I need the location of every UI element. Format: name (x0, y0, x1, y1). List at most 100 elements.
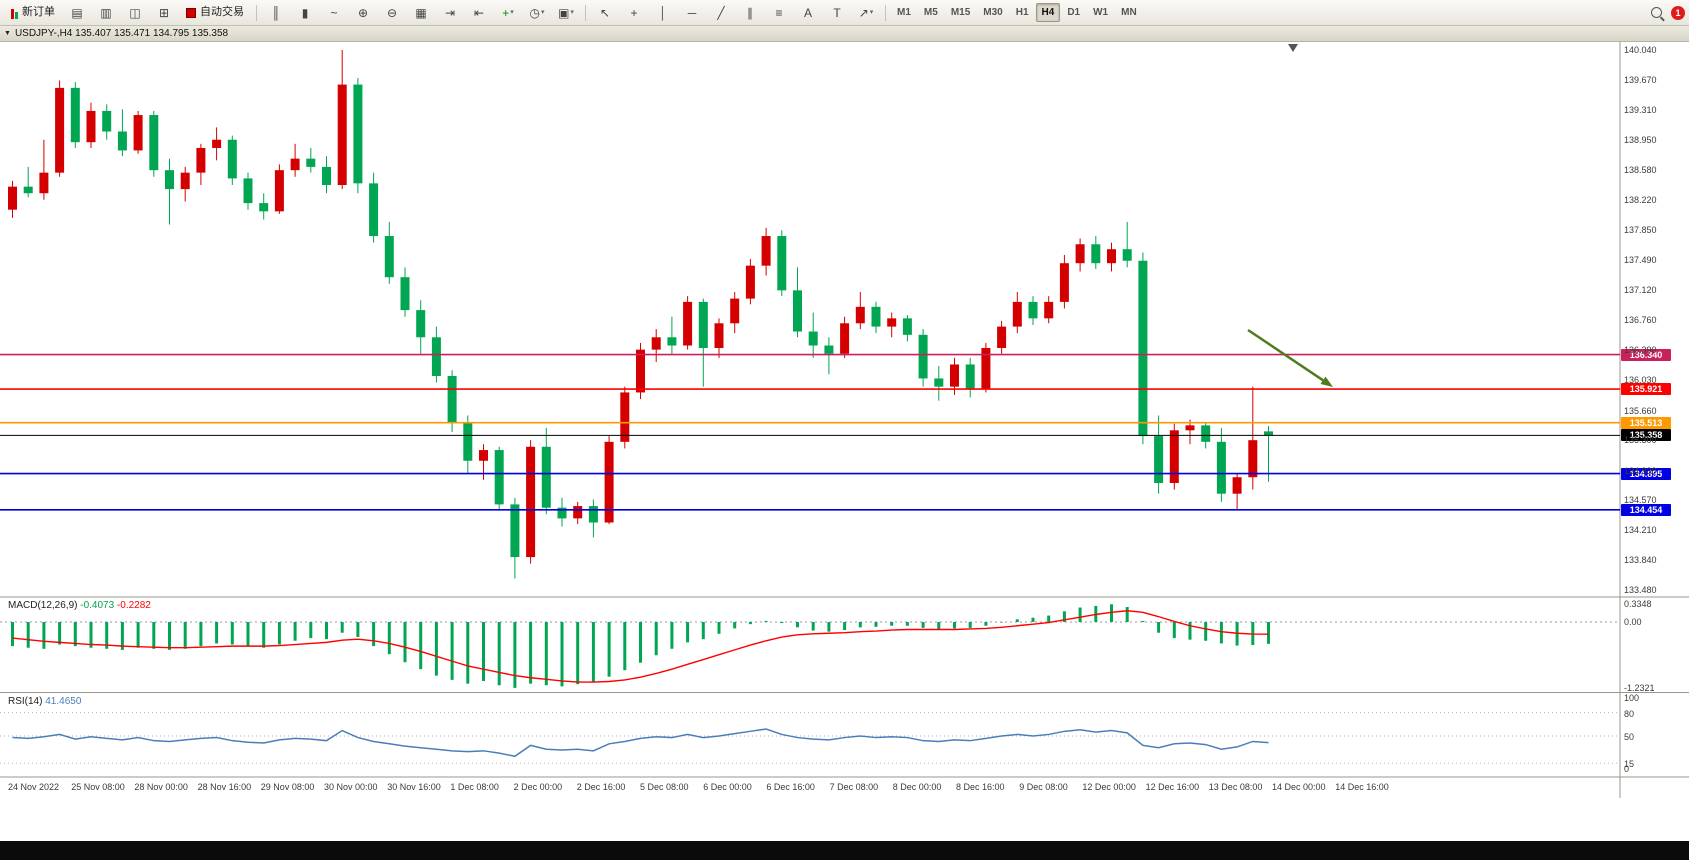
toolbar-separator (256, 4, 257, 21)
trendline-button[interactable]: ╱ (707, 2, 735, 24)
price-axis-label: 139.670 (1624, 75, 1657, 86)
candle (620, 386, 630, 449)
candle (243, 172, 253, 210)
candle (730, 292, 740, 334)
price-axis-label: 137.120 (1624, 285, 1657, 296)
timeframe-h4[interactable]: H4 (1035, 3, 1061, 22)
zoom-out-icon: ⊖ (386, 5, 398, 20)
fibonacci-button[interactable]: ≡ (765, 2, 793, 24)
price-axis-label: 136.760 (1624, 315, 1657, 325)
rsi-name: RSI(14) (8, 696, 43, 707)
candle (902, 315, 912, 342)
timeframe-bar: M1 M5 M15 M30 H1 H4 D1 W1 MN (891, 3, 1143, 22)
candle (416, 300, 426, 354)
periods-button[interactable]: ◷ ▾ (523, 2, 551, 24)
trend-arrow-head[interactable] (1320, 376, 1333, 387)
price-axis-label: 137.850 (1624, 225, 1657, 236)
channel-button[interactable]: ∥ (736, 2, 764, 24)
auto-trading-button[interactable]: 自动交易 (179, 2, 251, 24)
candle (1059, 254, 1069, 309)
price-tag-135.921[interactable]: 135.921 (1621, 383, 1671, 396)
timeframe-m5[interactable]: M5 (923, 7, 938, 18)
bar-chart-button[interactable]: ║ (262, 2, 290, 24)
chevron-down-icon: ▾ (869, 9, 874, 16)
time-axis-label: 6 Dec 00:00 (703, 782, 752, 792)
candle (557, 497, 567, 527)
candle (180, 166, 190, 202)
trend-arrow[interactable] (1247, 328, 1324, 382)
indicators-button[interactable]: + ▾ (494, 2, 522, 24)
timeframe-d1[interactable]: D1 (1067, 7, 1081, 18)
chart-shift-marker[interactable] (1288, 44, 1298, 52)
candle (745, 259, 755, 305)
price-tag-136.340[interactable]: 136.340 (1621, 348, 1671, 361)
zoom-in-button[interactable]: ⊕ (349, 2, 377, 24)
zoom-out-button[interactable]: ⊖ (378, 2, 406, 24)
auto-scroll-button[interactable]: ⇥ (436, 2, 464, 24)
price-tag-134.454[interactable]: 134.454 (1621, 503, 1671, 516)
timeframe-w1[interactable]: W1 (1093, 7, 1109, 18)
candle (714, 318, 724, 358)
templates-button[interactable]: ▣ ▾ (552, 2, 580, 24)
search-button[interactable] (1642, 2, 1670, 24)
tile-windows-button[interactable]: ▦ (407, 2, 435, 24)
chart-shift-button[interactable]: ⇤ (465, 2, 493, 24)
line-chart-button[interactable]: ~ (320, 2, 348, 24)
candle (840, 316, 850, 358)
candle (1169, 423, 1179, 490)
candle (1248, 386, 1258, 490)
candle (23, 166, 33, 198)
label-button[interactable]: T (823, 2, 851, 24)
notification-badge[interactable]: 1 (1671, 5, 1685, 20)
price-axis-label: 133.840 (1624, 555, 1657, 566)
chevron-down-icon: ▾ (540, 9, 545, 16)
candle (322, 156, 331, 194)
candle (463, 415, 473, 474)
price-axis-label: 136.390 (1624, 345, 1657, 356)
chart-menu-icon[interactable]: ▼ (4, 30, 11, 37)
candle (588, 499, 598, 538)
new-order-button[interactable]: 新订单 (4, 2, 62, 24)
text-button[interactable]: A (794, 2, 822, 24)
bar-chart-icon: ║ (271, 5, 281, 20)
price-axis-label: 137.490 (1624, 254, 1657, 265)
candle (86, 102, 96, 148)
candle (8, 180, 17, 218)
cursor-button[interactable]: ↖ (591, 2, 619, 24)
candle (1044, 296, 1054, 324)
macd-histogram (11, 604, 1270, 688)
price-tag-135.513[interactable]: 135.513 (1621, 416, 1671, 429)
candle (306, 147, 316, 173)
time-axis-label: 30 Nov 00:00 (324, 782, 378, 792)
candle (604, 436, 614, 525)
rsi-axis-label: 0 (1624, 764, 1630, 774)
time-axis-label: 12 Dec 00:00 (1082, 782, 1136, 792)
candle (965, 357, 975, 398)
crosshair-button[interactable]: + (620, 2, 648, 24)
timeframe-m30[interactable]: M30 (983, 7, 1003, 18)
timeframe-m1[interactable]: M1 (897, 7, 911, 18)
market-watch-button[interactable]: ▥ (92, 2, 120, 24)
horizontal-line-button[interactable]: ─ (678, 2, 706, 24)
time-axis-label: 8 Dec 00:00 (892, 782, 942, 792)
arrows-button[interactable]: ↗ ▾ (852, 2, 880, 24)
horizontal-line-icon: ─ (687, 5, 697, 20)
price-tag-135.358[interactable]: 135.358 (1621, 429, 1671, 442)
timeframe-h1[interactable]: H1 (1015, 7, 1029, 18)
data-window-button[interactable]: ◫ (121, 2, 149, 24)
candlestick-chart-button[interactable]: ▮ (291, 2, 319, 24)
timeframe-mn[interactable]: MN (1121, 7, 1137, 18)
price-tag-134.895[interactable]: 134.895 (1621, 467, 1671, 480)
candle (227, 135, 237, 185)
vertical-line-icon: │ (659, 5, 667, 20)
profiles-button[interactable]: ▤ (63, 2, 91, 24)
navigator-button[interactable]: ⊞ (150, 2, 178, 24)
candle (667, 316, 677, 354)
price-axis-label: 136.030 (1624, 375, 1657, 386)
candle (683, 296, 693, 350)
vertical-line-button[interactable]: │ (649, 2, 677, 24)
rsi-axis-label: 50 (1624, 732, 1635, 742)
timeframe-m15[interactable]: M15 (950, 7, 971, 18)
